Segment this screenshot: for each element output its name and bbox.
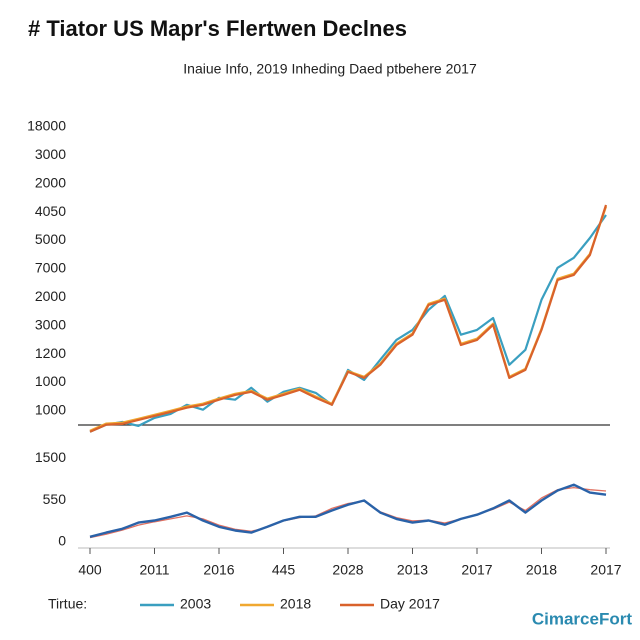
y-tick-label: 7000 (35, 260, 66, 276)
x-tick-label: 400 (78, 562, 102, 578)
y-tick-label: 1000 (35, 402, 66, 418)
y-tick-label: 5000 (35, 231, 66, 247)
y-tick-label: 0 (58, 532, 66, 548)
legend-label: 2003 (180, 596, 211, 612)
x-tick-label: 2016 (203, 562, 234, 578)
data-line (89, 483, 607, 538)
x-tick-label: 2018 (526, 562, 557, 578)
x-tick-label: 2011 (139, 562, 169, 578)
y-tick-label: 4050 (35, 203, 66, 219)
y-tick-label: 1000 (35, 373, 66, 389)
chart-title: # Tiator US Mapr's Flertwen Declnes (28, 16, 407, 41)
x-tick-label: 445 (272, 562, 296, 578)
legend-label: Day 2017 (380, 596, 440, 612)
watermark: CimarceFort (532, 609, 632, 628)
y-tick-label: 2000 (35, 174, 66, 190)
y-tick-label: 18000 (27, 118, 66, 134)
x-tick-label: 2028 (332, 562, 363, 578)
y-tick-label: 2000 (35, 288, 66, 304)
x-tick-label: 2017 (461, 562, 492, 578)
x-tick-label: 2013 (397, 562, 428, 578)
x-tick-label: 2017 (590, 562, 621, 578)
y-tick-label: 1200 (35, 345, 66, 361)
y-tick-label: 550 (43, 491, 67, 507)
data-line (89, 204, 608, 433)
chart-subtitle: Inaiue Info, 2019 Inheding Daed ptbehere… (183, 61, 477, 77)
legend-label: 2018 (280, 596, 311, 612)
y-tick-label: 3000 (35, 146, 66, 162)
y-tick-label: 3000 (35, 316, 66, 332)
legend-title: Tirtue: (48, 596, 87, 612)
y-tick-label: 1500 (35, 449, 66, 465)
